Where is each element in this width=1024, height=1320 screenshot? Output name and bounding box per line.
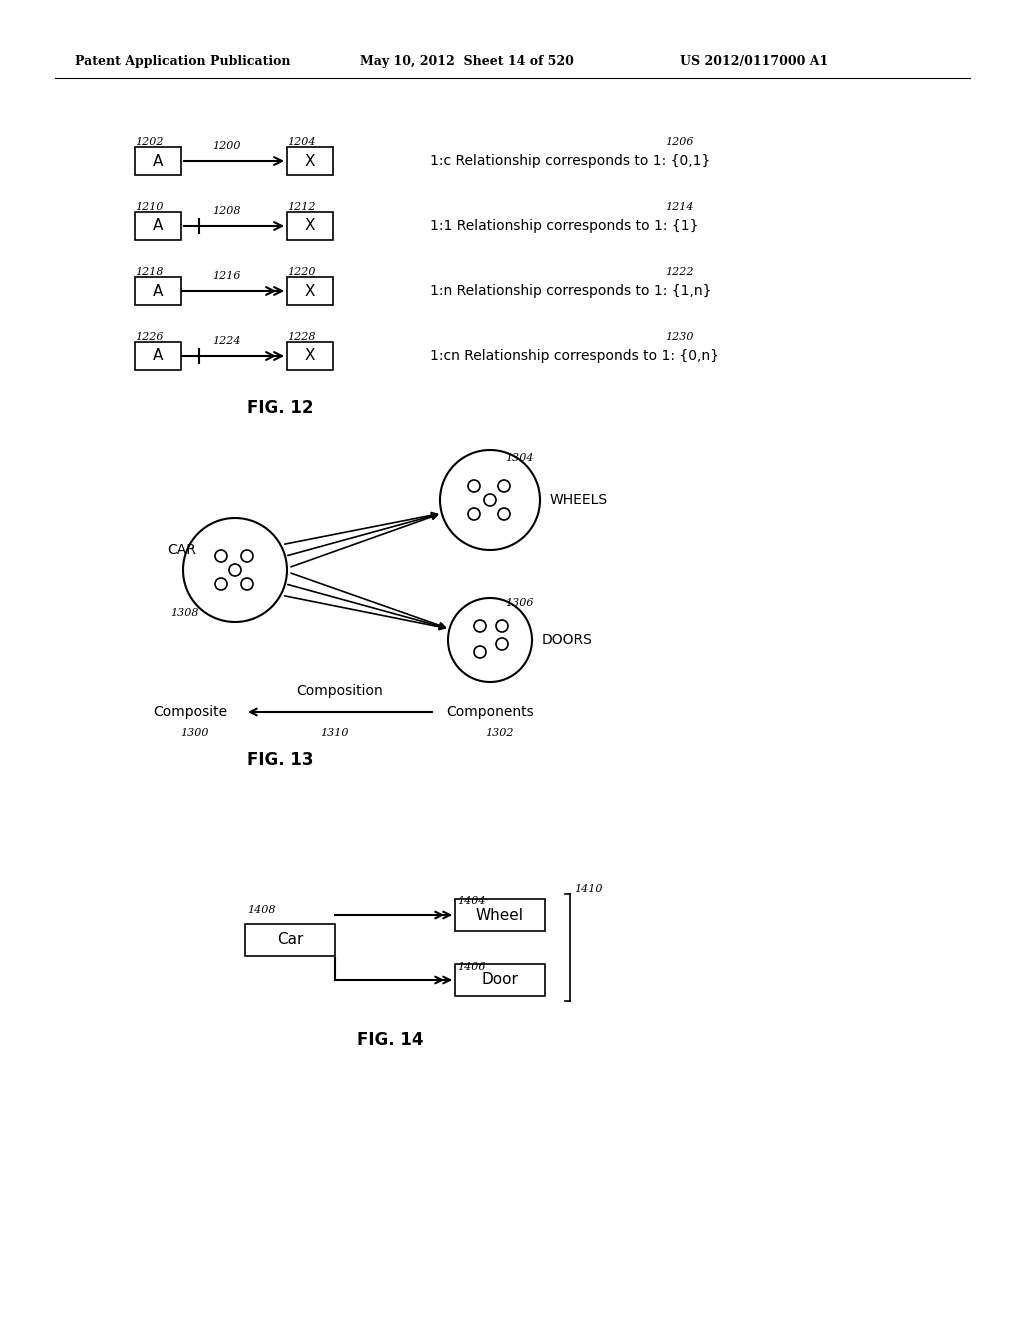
- Text: X: X: [305, 348, 315, 363]
- Text: May 10, 2012  Sheet 14 of 520: May 10, 2012 Sheet 14 of 520: [360, 55, 573, 69]
- Text: 1208: 1208: [212, 206, 241, 216]
- Text: 1304: 1304: [505, 453, 534, 463]
- Text: 1302: 1302: [485, 729, 513, 738]
- Text: 1:cn Relationship corresponds to 1: {0,n}: 1:cn Relationship corresponds to 1: {0,n…: [430, 348, 719, 363]
- Text: FIG. 14: FIG. 14: [356, 1031, 423, 1049]
- Text: FIG. 13: FIG. 13: [247, 751, 313, 770]
- Text: 1204: 1204: [287, 137, 315, 147]
- Text: 1406: 1406: [457, 962, 485, 972]
- Text: 1222: 1222: [665, 267, 693, 277]
- Text: X: X: [305, 153, 315, 169]
- Text: 1228: 1228: [287, 333, 315, 342]
- Text: 1220: 1220: [287, 267, 315, 277]
- FancyBboxPatch shape: [135, 277, 181, 305]
- Text: 1404: 1404: [457, 896, 485, 906]
- FancyBboxPatch shape: [287, 342, 333, 370]
- Text: 1218: 1218: [135, 267, 164, 277]
- Text: 1206: 1206: [665, 137, 693, 147]
- Text: CAR: CAR: [167, 543, 196, 557]
- Text: Door: Door: [481, 973, 518, 987]
- Text: 1300: 1300: [180, 729, 209, 738]
- Text: 1:n Relationship corresponds to 1: {1,n}: 1:n Relationship corresponds to 1: {1,n}: [430, 284, 712, 298]
- Text: 1224: 1224: [212, 337, 241, 346]
- FancyBboxPatch shape: [455, 964, 545, 997]
- Text: 1408: 1408: [247, 906, 275, 915]
- Text: 1210: 1210: [135, 202, 164, 213]
- Text: X: X: [305, 219, 315, 234]
- Text: A: A: [153, 284, 163, 298]
- Text: US 2012/0117000 A1: US 2012/0117000 A1: [680, 55, 828, 69]
- Text: 1:1 Relationship corresponds to 1: {1}: 1:1 Relationship corresponds to 1: {1}: [430, 219, 698, 234]
- FancyBboxPatch shape: [135, 213, 181, 240]
- Text: 1200: 1200: [212, 141, 241, 150]
- Text: Wheel: Wheel: [476, 908, 524, 923]
- FancyBboxPatch shape: [287, 147, 333, 176]
- Text: 1:c Relationship corresponds to 1: {0,1}: 1:c Relationship corresponds to 1: {0,1}: [430, 154, 711, 168]
- FancyBboxPatch shape: [245, 924, 335, 956]
- Text: DOORS: DOORS: [542, 634, 593, 647]
- Text: Patent Application Publication: Patent Application Publication: [75, 55, 291, 69]
- Text: Components: Components: [446, 705, 534, 719]
- Text: 1310: 1310: [319, 729, 348, 738]
- Text: 1216: 1216: [212, 271, 241, 281]
- FancyBboxPatch shape: [135, 342, 181, 370]
- Text: 1230: 1230: [665, 333, 693, 342]
- Text: 1226: 1226: [135, 333, 164, 342]
- Text: 1306: 1306: [505, 598, 534, 609]
- FancyBboxPatch shape: [287, 213, 333, 240]
- Text: 1202: 1202: [135, 137, 164, 147]
- FancyBboxPatch shape: [455, 899, 545, 931]
- Text: 1212: 1212: [287, 202, 315, 213]
- Text: FIG. 12: FIG. 12: [247, 399, 313, 417]
- Text: A: A: [153, 219, 163, 234]
- Text: A: A: [153, 153, 163, 169]
- Text: 1308: 1308: [170, 609, 199, 618]
- FancyBboxPatch shape: [287, 277, 333, 305]
- Text: Composition: Composition: [297, 684, 383, 698]
- Text: WHEELS: WHEELS: [550, 492, 608, 507]
- Text: Composite: Composite: [153, 705, 227, 719]
- Text: A: A: [153, 348, 163, 363]
- Text: 1410: 1410: [574, 884, 602, 894]
- Text: 1214: 1214: [665, 202, 693, 213]
- Text: X: X: [305, 284, 315, 298]
- Text: Car: Car: [276, 932, 303, 948]
- FancyBboxPatch shape: [135, 147, 181, 176]
